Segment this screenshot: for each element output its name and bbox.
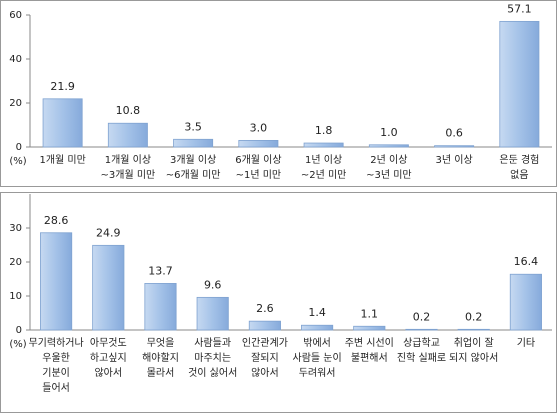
bar [107,122,148,148]
x-tick-label: 하고싶지 [90,351,127,364]
x-tick-label: 잘되지 [251,352,279,364]
value-label: 21.9 [50,80,75,93]
x-tick-label: ~3개월 미만 [101,169,156,181]
bar [353,325,386,331]
x-tick-label: 마주치는 [194,352,231,364]
y-tick-label: 10 [9,291,22,302]
bar [303,142,344,148]
x-tick-label: 1개월 미만 [39,154,85,166]
x-tick-label: 불편해서 [351,351,388,364]
x-tick-label: 우울한 [42,352,70,364]
bar [173,138,214,148]
bar [238,139,279,148]
x-tick-label: 무엇을 [147,337,175,349]
x-tick-label: 해야할지 [142,351,179,364]
y-tick-label: 30 [9,223,22,234]
bar [499,20,540,148]
y-tick-label: 20 [9,257,22,268]
x-tick-label: 것이 싫어서 [188,367,237,379]
value-label: 1.8 [315,124,333,137]
x-tick-label: 않아서 [251,367,279,379]
x-tick-label: ~6개월 미만 [166,169,221,181]
x-tick-label: 취업이 잘 [454,336,494,349]
bar [144,283,177,331]
value-label: 28.6 [44,214,69,227]
x-tick-label: 3개월 이상 [170,154,216,166]
x-tick-label: 기분이 [42,367,70,379]
bar [457,328,490,331]
value-label: 10.8 [116,104,141,117]
value-label: 1.4 [308,306,326,319]
x-tick-label: 주변 시선이 [345,337,394,349]
y-tick-label: 0 [16,325,22,336]
value-label: 1.0 [380,126,398,139]
value-label: 3.5 [184,120,202,133]
value-label: 16.4 [514,255,539,268]
bar [434,145,475,148]
y-tick-label: 20 [9,98,22,109]
value-label: 2.6 [256,302,274,315]
bar [509,273,542,331]
x-tick-label: 인간관계가 [242,337,288,349]
x-tick-label: 밖에서 [303,337,331,349]
x-tick-label: 은둔 경험 [499,153,539,166]
x-tick-label: ~1년 미만 [236,169,282,181]
y-tick-label: 40 [9,54,22,65]
x-tick-label: 기타 [517,337,535,349]
x-tick-label: 없음 [510,168,528,181]
x-tick-label: 사람들과 [194,336,231,349]
bar [42,98,83,148]
bar [301,324,334,331]
frame [0,192,557,413]
x-tick-label: 들어서 [42,382,70,394]
y-axis-label: (%) [9,339,26,350]
x-tick-label: 1년 이상 [305,154,342,166]
x-tick-label: 2년 이상 [370,154,407,166]
x-tick-label: 사람들 눈이 [293,351,342,364]
bar [196,296,229,331]
y-tick-label: 0 [16,142,22,153]
x-tick-label: 3년 이상 [436,154,473,166]
bar [405,328,438,331]
value-label: 0.2 [465,310,483,323]
bar [92,244,125,331]
x-tick-label: 두려워서 [299,366,336,379]
bar [248,320,281,331]
bar [368,144,409,148]
value-label: 0.2 [413,310,431,323]
value-label: 24.9 [96,226,121,239]
x-tick-label: 몰라서 [147,367,175,379]
x-tick-label: 상급학교 [403,337,440,349]
value-label: 9.6 [204,278,222,291]
x-tick-label: 무기력하거나 [28,336,83,349]
x-tick-label: 6개월 이상 [235,154,281,166]
x-tick-label: 진학 실패로 [397,352,446,364]
bar [40,232,73,331]
x-tick-label: 않아서 [94,367,122,379]
y-axis-label: (%) [9,156,26,167]
y-tick-label: 60 [9,10,22,21]
value-label: 1.1 [361,307,379,320]
x-tick-label: 되지 않아서 [449,352,498,364]
x-tick-label: ~3년 미만 [366,169,412,181]
value-label: 57.1 [507,2,532,15]
x-tick-label: ~2년 미만 [301,169,347,181]
x-tick-label: 1개월 이상 [105,154,151,166]
value-label: 3.0 [250,121,268,134]
value-label: 0.6 [445,127,463,140]
value-label: 13.7 [148,264,173,277]
x-tick-label: 아무것도 [90,337,127,349]
